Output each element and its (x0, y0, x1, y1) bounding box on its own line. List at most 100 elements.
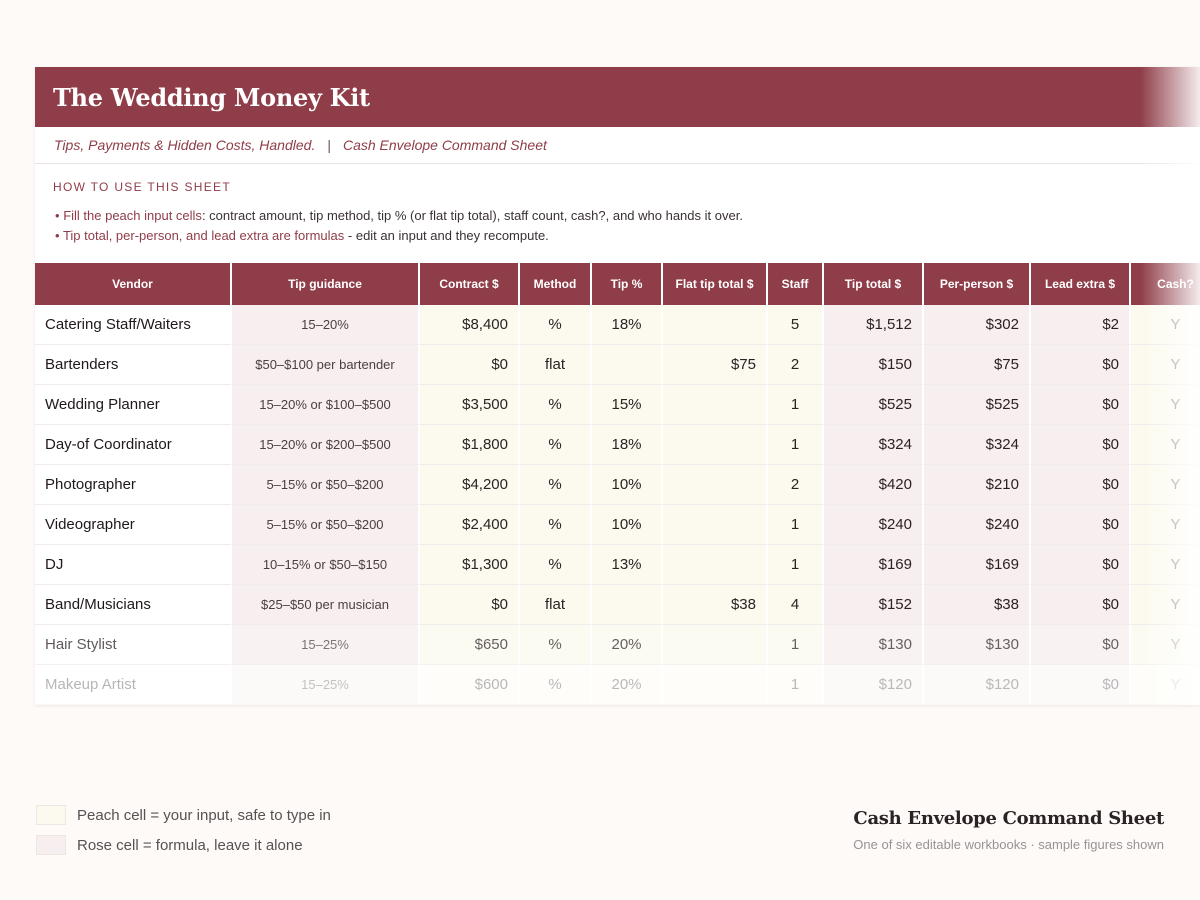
column-header: Staff (768, 263, 824, 305)
table-row: Hair Stylist 15–25% $650% 20% 1 $130 $130 $0 Y (35, 625, 1200, 665)
legend-item-peach: Peach cell = your input, safe to type in (36, 805, 331, 825)
flat-tip-input[interactable] (663, 505, 768, 545)
cash-input[interactable]: Y (1131, 505, 1200, 545)
flat-tip-input[interactable] (663, 465, 768, 505)
cash-input[interactable]: Y (1131, 665, 1200, 705)
tip-percent-input[interactable]: 20% (592, 665, 663, 705)
method-input[interactable]: % (520, 505, 592, 545)
tip-percent-input[interactable]: 18% (592, 305, 663, 345)
contract-input[interactable]: $1,800 (420, 425, 520, 465)
lead-extra-cell: $2 (1031, 305, 1131, 345)
method-input[interactable]: % (520, 665, 592, 705)
column-header: Tip total $ (824, 263, 924, 305)
tip-percent-input[interactable]: 10% (592, 505, 663, 545)
staff-input[interactable]: 4 (768, 585, 824, 625)
flat-tip-input[interactable]: $38 (663, 585, 768, 625)
table-row: Catering Staff/Waiters 15–20% $8,400% 18% 5 $… (35, 305, 1200, 345)
instructions-heading: HOW TO USE THIS SHEET (53, 180, 231, 194)
tip-percent-input[interactable]: 18% (592, 425, 663, 465)
per-person-cell: $210 (924, 465, 1031, 505)
cash-input[interactable]: Y (1131, 625, 1200, 665)
flat-tip-input[interactable] (663, 385, 768, 425)
tip-total-cell: $1,512 (824, 305, 924, 345)
tip-percent-input[interactable]: 13% (592, 545, 663, 585)
guidance-cell: 15–25% (232, 665, 420, 705)
staff-input[interactable]: 2 (768, 345, 824, 385)
tip-total-cell: $324 (824, 425, 924, 465)
lead-extra-cell: $0 (1031, 505, 1131, 545)
tip-total-cell: $120 (824, 665, 924, 705)
guidance-cell: 15–25% (232, 625, 420, 665)
tip-total-cell: $525 (824, 385, 924, 425)
column-header: Contract $ (420, 263, 520, 305)
flat-tip-input[interactable] (663, 305, 768, 345)
staff-input[interactable]: 1 (768, 505, 824, 545)
tip-percent-input[interactable]: 15% (592, 385, 663, 425)
staff-input[interactable]: 2 (768, 465, 824, 505)
page-title: The Wedding Money Kit (53, 82, 370, 112)
tip-percent-input[interactable]: 10% (592, 465, 663, 505)
contract-input[interactable]: $4,200 (420, 465, 520, 505)
contract-input[interactable]: $600 (420, 665, 520, 705)
method-input[interactable]: flat (520, 585, 592, 625)
legend: Peach cell = your input, safe to type in… (36, 805, 331, 865)
contract-input[interactable]: $0 (420, 585, 520, 625)
contract-input[interactable]: $0 (420, 345, 520, 385)
contract-input[interactable]: $8,400 (420, 305, 520, 345)
vendor-cell: Makeup Artist (35, 665, 232, 705)
footer-title: Cash Envelope Command Sheet (853, 808, 1164, 829)
staff-input[interactable]: 1 (768, 545, 824, 585)
tip-percent-input[interactable] (592, 585, 663, 625)
method-input[interactable]: % (520, 385, 592, 425)
table-row: Day-of Coordinator 15–20% or $200–$500 $1,… (35, 425, 1200, 465)
contract-input[interactable]: $2,400 (420, 505, 520, 545)
flat-tip-input[interactable]: $75 (663, 345, 768, 385)
instruction-text: - edit an input and they recompute. (344, 228, 549, 243)
instruction-text: : contract amount, tip method, tip % (or… (201, 208, 743, 223)
cash-input[interactable]: Y (1131, 585, 1200, 625)
column-header: Lead extra $ (1031, 263, 1131, 305)
vendor-cell: Band/Musicians (35, 585, 232, 625)
per-person-cell: $240 (924, 505, 1031, 545)
guidance-cell: $25–$50 per musician (232, 585, 420, 625)
flat-tip-input[interactable] (663, 625, 768, 665)
cash-input[interactable]: Y (1131, 305, 1200, 345)
guidance-cell: 5–15% or $50–$200 (232, 465, 420, 505)
lead-extra-cell: $0 (1031, 665, 1131, 705)
method-input[interactable]: % (520, 305, 592, 345)
vendor-cell: Bartenders (35, 345, 232, 385)
tip-total-cell: $130 (824, 625, 924, 665)
flat-tip-input[interactable] (663, 665, 768, 705)
method-input[interactable]: % (520, 625, 592, 665)
staff-input[interactable]: 5 (768, 305, 824, 345)
cash-input[interactable]: Y (1131, 425, 1200, 465)
staff-input[interactable]: 1 (768, 625, 824, 665)
table-row: DJ 10–15% or $50–$150 $1,300% 13% 1 $169 $169 $… (35, 545, 1200, 585)
staff-input[interactable]: 1 (768, 425, 824, 465)
column-header: Per-person $ (924, 263, 1031, 305)
contract-input[interactable]: $650 (420, 625, 520, 665)
guidance-cell: 15–20% or $100–$500 (232, 385, 420, 425)
flat-tip-input[interactable] (663, 545, 768, 585)
staff-input[interactable]: 1 (768, 385, 824, 425)
staff-input[interactable]: 1 (768, 665, 824, 705)
flat-tip-input[interactable] (663, 425, 768, 465)
method-input[interactable]: flat (520, 345, 592, 385)
method-input[interactable]: % (520, 465, 592, 505)
column-header: Tip % (592, 263, 663, 305)
contract-input[interactable]: $1,300 (420, 545, 520, 585)
cash-input[interactable]: Y (1131, 385, 1200, 425)
per-person-cell: $324 (924, 425, 1031, 465)
instruction-bullet: • (55, 228, 60, 243)
tagline: Tips, Payments & Hidden Costs, Handled. (54, 137, 316, 153)
per-person-cell: $525 (924, 385, 1031, 425)
vendor-cell: Videographer (35, 505, 232, 545)
method-input[interactable]: % (520, 425, 592, 465)
cash-input[interactable]: Y (1131, 465, 1200, 505)
contract-input[interactable]: $3,500 (420, 385, 520, 425)
cash-input[interactable]: Y (1131, 545, 1200, 585)
tip-percent-input[interactable]: 20% (592, 625, 663, 665)
cash-input[interactable]: Y (1131, 345, 1200, 385)
tip-percent-input[interactable] (592, 345, 663, 385)
method-input[interactable]: % (520, 545, 592, 585)
